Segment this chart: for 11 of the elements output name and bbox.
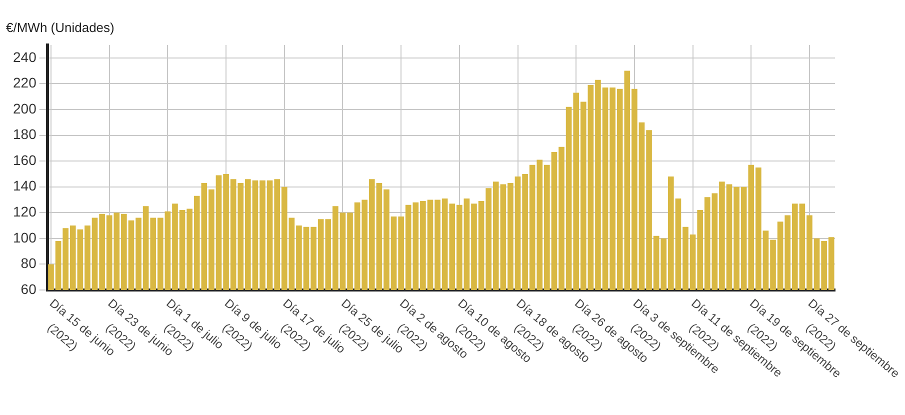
- y-tick-label: 140: [13, 178, 37, 194]
- y-tick-label: 60: [20, 280, 37, 297]
- y-tick-label: 240: [13, 48, 37, 65]
- y-tick-label: 80: [20, 255, 37, 272]
- y-tick-label: 100: [13, 229, 37, 246]
- y-axis-title: €/MWh (Unidades): [6, 20, 114, 35]
- y-tick-label: 160: [13, 152, 37, 168]
- y-tick-label: 120: [13, 203, 37, 220]
- y-tick-label: 220: [13, 74, 37, 91]
- y-tick-label: 200: [13, 100, 37, 116]
- y-tick-label: 180: [13, 126, 37, 142]
